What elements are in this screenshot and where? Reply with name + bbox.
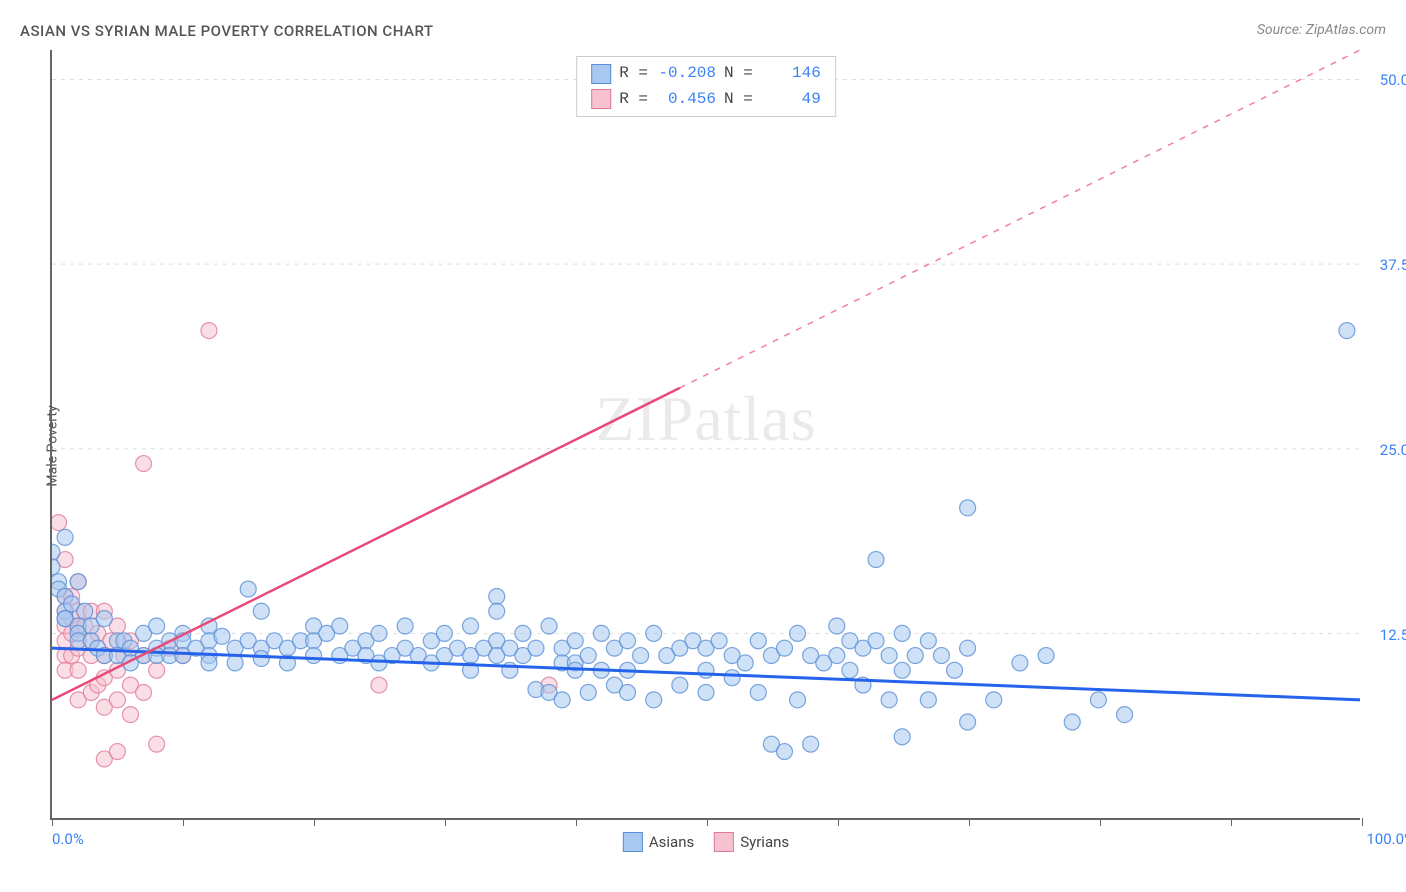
- plot-area: ZIPatlas R = -0.208 N = 146 R = 0.456 N …: [50, 50, 1360, 820]
- x-tick: [52, 818, 53, 826]
- legend-item-syrians: Syrians: [714, 832, 789, 852]
- series-legend: Asians Syrians: [623, 832, 789, 852]
- x-tick: [314, 818, 315, 826]
- swatch-asian-icon: [623, 832, 643, 852]
- x-tick: [1100, 818, 1101, 826]
- x-tick: [1362, 818, 1363, 826]
- x-tick: [1231, 818, 1232, 826]
- y-tick-label: 50.0%: [1365, 71, 1406, 89]
- x-tick: [838, 818, 839, 826]
- x-tick: [576, 818, 577, 826]
- y-tick-label: 37.5%: [1365, 256, 1406, 274]
- chart-title: ASIAN VS SYRIAN MALE POVERTY CORRELATION…: [20, 22, 434, 40]
- x-axis-min-label: 0.0%: [52, 830, 84, 848]
- correlation-stats-box: R = -0.208 N = 146 R = 0.456 N = 49: [576, 56, 836, 117]
- y-tick-label: 12.5%: [1365, 626, 1406, 644]
- x-axis-max-label: 100.0%: [1366, 830, 1406, 848]
- stats-row-syrian: R = 0.456 N = 49: [591, 87, 821, 113]
- y-tick-label: 25.0%: [1365, 441, 1406, 459]
- chart-container: ASIAN VS SYRIAN MALE POVERTY CORRELATION…: [0, 0, 1406, 892]
- swatch-asian: [591, 64, 611, 84]
- legend-item-asians: Asians: [623, 832, 694, 852]
- x-tick: [707, 818, 708, 826]
- stats-row-asian: R = -0.208 N = 146: [591, 61, 821, 87]
- swatch-syrian: [591, 89, 611, 109]
- source-attribution: Source: ZipAtlas.com: [1257, 22, 1386, 38]
- x-tick: [445, 818, 446, 826]
- x-tick: [183, 818, 184, 826]
- plot-svg: [52, 50, 1360, 818]
- x-tick: [969, 818, 970, 826]
- swatch-syrian-icon: [714, 832, 734, 852]
